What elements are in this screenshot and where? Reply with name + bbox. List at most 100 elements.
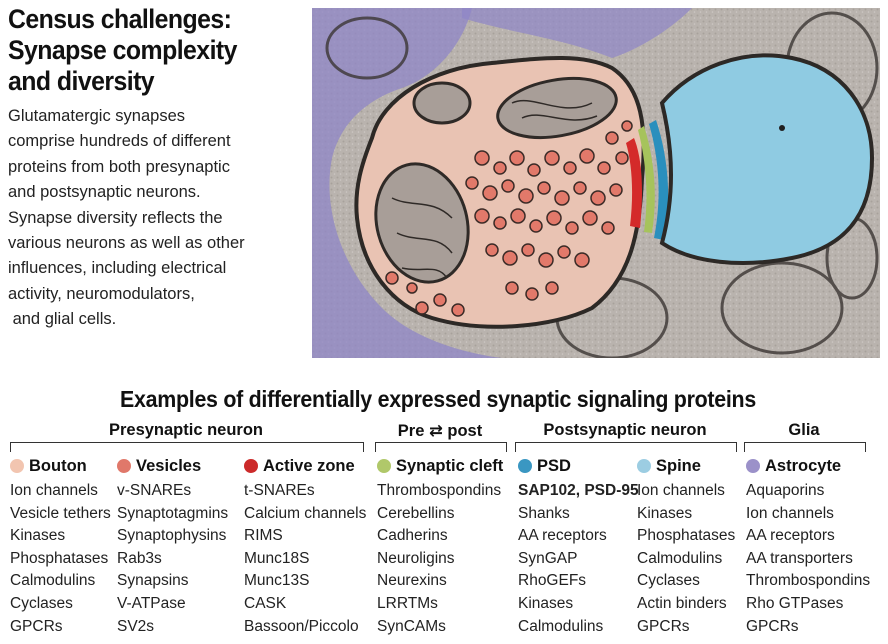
list-item: Synapsins bbox=[117, 572, 189, 590]
synaptic-cleft-region bbox=[638, 126, 655, 233]
column-title: Synaptic cleft bbox=[396, 456, 504, 475]
list-item: SAP102, PSD-95 bbox=[518, 482, 639, 499]
bouton-legend-dot bbox=[10, 459, 24, 473]
list-item: Rab3s bbox=[117, 549, 162, 567]
list-item: Shanks bbox=[518, 504, 570, 522]
column-bouton: Bouton Ion channels Vesicle tethers Kina… bbox=[10, 455, 111, 638]
list-item: Kinases bbox=[518, 594, 574, 612]
column-heading: Vesicles bbox=[117, 455, 228, 477]
intro-line: activity, neuromodulators, bbox=[8, 284, 195, 303]
synaptic-cleft-legend-dot bbox=[377, 459, 391, 473]
list-item: V-ATPase bbox=[117, 594, 186, 612]
column-heading: Active zone bbox=[244, 455, 366, 477]
intro-line: and postsynaptic neurons. bbox=[8, 183, 201, 202]
item-list: v-SNAREs Synaptotagmins Synaptophysins R… bbox=[117, 480, 228, 638]
astrocyte-region bbox=[312, 8, 502, 358]
item-list: Aquaporins Ion channels AA receptors AA … bbox=[746, 480, 870, 638]
column-heading: Astrocyte bbox=[746, 455, 870, 477]
psd-legend-dot bbox=[518, 459, 532, 473]
list-item: Aquaporins bbox=[746, 482, 825, 499]
column-astrocyte: Astrocyte Aquaporins Ion channels AA rec… bbox=[746, 455, 870, 638]
list-item: Calmodulins bbox=[637, 549, 723, 567]
spine-region bbox=[659, 53, 875, 265]
list-item: Munc18S bbox=[244, 549, 310, 567]
item-list: t-SNAREs Calcium channels RIMS Munc18S M… bbox=[244, 480, 366, 638]
list-item: Ion channels bbox=[637, 482, 725, 499]
list-item: Vesicle tethers bbox=[10, 504, 111, 522]
spine-legend-dot bbox=[637, 459, 651, 473]
intro-line: Synapse diversity reflects the bbox=[8, 208, 223, 227]
list-item: AA receptors bbox=[746, 527, 835, 545]
item-list: SAP102, PSD-95 Shanks AA receptors SynGA… bbox=[518, 480, 639, 638]
column-spine: Spine Ion channels Kinases Phosphatases … bbox=[637, 455, 735, 638]
list-item: Ion channels bbox=[746, 504, 834, 522]
list-item: t-SNAREs bbox=[244, 482, 315, 499]
group-glia-heading: Glia bbox=[788, 421, 820, 439]
column-title: Astrocyte bbox=[765, 456, 842, 475]
list-item: Calcium channels bbox=[244, 504, 367, 522]
group-pre-post-heading: Pre ⇄ post bbox=[397, 422, 483, 440]
list-item: AA receptors bbox=[518, 527, 607, 545]
column-title: Spine bbox=[656, 456, 701, 475]
item-list: Ion channels Vesicle tethers Kinases Pho… bbox=[10, 480, 111, 638]
list-item: Synaptophysins bbox=[117, 527, 227, 545]
list-item: Cadherins bbox=[377, 527, 448, 545]
list-item: GPCRs bbox=[746, 617, 799, 635]
column-title: PSD bbox=[537, 456, 571, 475]
list-item: Rho GTPases bbox=[746, 594, 844, 612]
list-item: Neuroligins bbox=[377, 549, 455, 567]
page-title: Census challenges: Synapse complexity an… bbox=[8, 4, 284, 97]
list-item: RhoGEFs bbox=[518, 572, 587, 590]
active-zone-region bbox=[626, 138, 642, 228]
list-item: Cyclases bbox=[637, 572, 700, 590]
group-presynaptic-heading: Presynaptic neuron bbox=[108, 421, 264, 439]
list-item: SynGAP bbox=[518, 549, 578, 567]
group-postsynaptic-bracket bbox=[515, 442, 737, 452]
list-item: SV2s bbox=[117, 617, 155, 635]
group-pre-post-bracket bbox=[375, 442, 507, 452]
title-line: and diversity bbox=[8, 66, 155, 96]
section-title: Examples of differentially expressed syn… bbox=[120, 386, 756, 412]
list-item: AA transporters bbox=[746, 549, 853, 567]
list-item: Kinases bbox=[10, 527, 66, 545]
list-item: Synaptotagmins bbox=[117, 504, 229, 522]
list-item: Calmodulins bbox=[518, 617, 604, 635]
column-heading: Bouton bbox=[10, 455, 111, 477]
group-glia-bracket bbox=[744, 442, 866, 452]
list-item: RIMS bbox=[244, 527, 283, 545]
list-item: Cerebellins bbox=[377, 504, 455, 522]
column-heading: Synaptic cleft bbox=[377, 455, 503, 477]
intro-line: proteins from both presynaptic bbox=[8, 157, 230, 176]
list-item: GPCRs bbox=[637, 617, 690, 635]
list-item: CASK bbox=[244, 594, 287, 612]
intro-line: and glial cells. bbox=[8, 310, 117, 329]
column-synaptic-cleft: Synaptic cleft Thrombospondins Cerebelli… bbox=[377, 455, 503, 638]
column-psd: PSD SAP102, PSD-95 Shanks AA receptors S… bbox=[518, 455, 639, 638]
list-item: Munc13S bbox=[244, 572, 310, 590]
list-item: SynCAMs bbox=[377, 617, 446, 635]
list-item: Actin binders bbox=[637, 594, 727, 612]
astrocyte-legend-dot bbox=[746, 459, 760, 473]
column-heading: Spine bbox=[637, 455, 735, 477]
list-item: Thrombospondins bbox=[377, 482, 502, 499]
list-item: Phosphatases bbox=[10, 549, 109, 567]
column-title: Active zone bbox=[263, 456, 355, 475]
item-list: Ion channels Kinases Phosphatases Calmod… bbox=[637, 480, 735, 638]
intro-line: various neurons as well as other bbox=[8, 234, 245, 253]
vesicle-cluster bbox=[385, 120, 633, 317]
list-item: Cyclases bbox=[10, 594, 73, 612]
column-title: Bouton bbox=[29, 456, 87, 475]
list-item: Neurexins bbox=[377, 572, 447, 590]
column-vesicles: Vesicles v-SNAREs Synaptotagmins Synapto… bbox=[117, 455, 228, 638]
intro-line: Glutamatergic synapses bbox=[8, 107, 185, 125]
list-item: v-SNAREs bbox=[117, 482, 192, 499]
title-line: Census challenges: bbox=[8, 4, 232, 34]
intro-paragraph: Glutamatergic synapses comprise hundreds… bbox=[8, 104, 308, 333]
list-item: Calmodulins bbox=[10, 572, 96, 590]
list-item: Phosphatases bbox=[637, 527, 736, 545]
column-heading: PSD bbox=[518, 455, 639, 477]
list-item: Thrombospondins bbox=[746, 572, 871, 590]
title-line: Synapse complexity bbox=[8, 35, 237, 65]
list-item: Ion channels bbox=[10, 482, 98, 499]
list-item: Bassoon/Piccolo bbox=[244, 617, 359, 635]
